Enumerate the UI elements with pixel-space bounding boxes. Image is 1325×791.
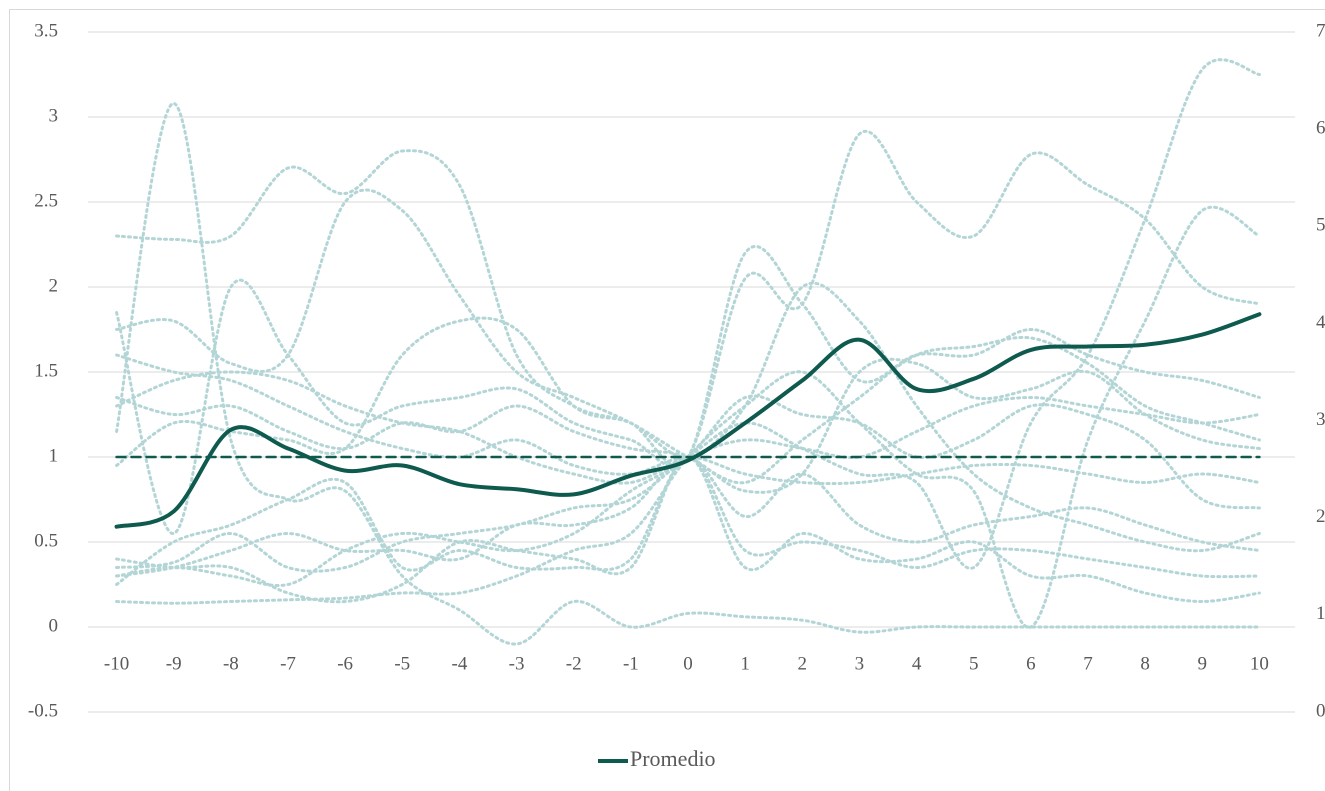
- series-line: [115, 455, 1261, 604]
- y-tick-label: 1: [49, 445, 59, 466]
- x-tick-label: 10: [1250, 653, 1269, 674]
- x-tick-label: -8: [223, 653, 239, 674]
- y2-tick-label: 4: [1316, 312, 1325, 333]
- y-tick-label: 2: [49, 275, 59, 296]
- series-line: [115, 353, 1261, 486]
- x-tick-label: 6: [1026, 653, 1036, 674]
- y2-tick-label: 6: [1316, 118, 1325, 139]
- x-tick-label: 8: [1140, 653, 1150, 674]
- series-line: [115, 357, 1261, 494]
- x-tick-label: -6: [337, 653, 353, 674]
- series-line: [115, 206, 1261, 629]
- legend-label: Promedio: [630, 746, 716, 771]
- x-tick-label: 2: [798, 653, 808, 674]
- series-line: [115, 101, 1261, 646]
- x-tick-label: -4: [452, 653, 468, 674]
- x-tick-label: -3: [509, 653, 525, 674]
- y2-tick-label: 0: [1316, 700, 1325, 721]
- y-tick-label: -0.5: [28, 700, 58, 721]
- y2-tick-label: 3: [1316, 409, 1325, 430]
- x-tick-label: -1: [623, 653, 639, 674]
- x-tick-label: 3: [855, 653, 865, 674]
- series-line: [115, 394, 1261, 587]
- series-line: [115, 370, 1261, 485]
- series-line: [115, 129, 1261, 535]
- x-tick-label: -9: [166, 653, 182, 674]
- series-line: [115, 455, 1261, 586]
- x-tick-label: 1: [740, 653, 750, 674]
- x-tick-label: -10: [104, 653, 129, 674]
- y-tick-label: 1.5: [34, 360, 58, 381]
- x-tick-label: 7: [1083, 653, 1093, 674]
- y2-tick-label: 5: [1316, 215, 1325, 236]
- series-line: [115, 281, 1261, 553]
- y-tick-label: 0: [49, 615, 59, 636]
- x-tick-label: -5: [394, 653, 410, 674]
- y2-tick-label: 1: [1316, 603, 1325, 624]
- x-tick-label: 9: [1198, 653, 1208, 674]
- x-tick-label: 0: [683, 653, 693, 674]
- y-tick-label: 3.5: [34, 20, 58, 41]
- x-tick-label: 4: [912, 653, 922, 674]
- y-tick-label: 3: [49, 105, 59, 126]
- series-line: [115, 149, 1261, 467]
- y2-tick-label: 7: [1316, 20, 1325, 41]
- chart-border: [9, 9, 1325, 791]
- y-tick-label: 2.5: [34, 190, 58, 211]
- series-line: [114, 312, 1262, 529]
- y2-tick-label: 2: [1316, 506, 1325, 527]
- x-tick-label: -7: [280, 653, 296, 674]
- x-tick-label: 5: [969, 653, 979, 674]
- x-tick-label: -2: [566, 653, 582, 674]
- y-tick-label: 0.5: [34, 530, 58, 551]
- series-line: [115, 58, 1261, 573]
